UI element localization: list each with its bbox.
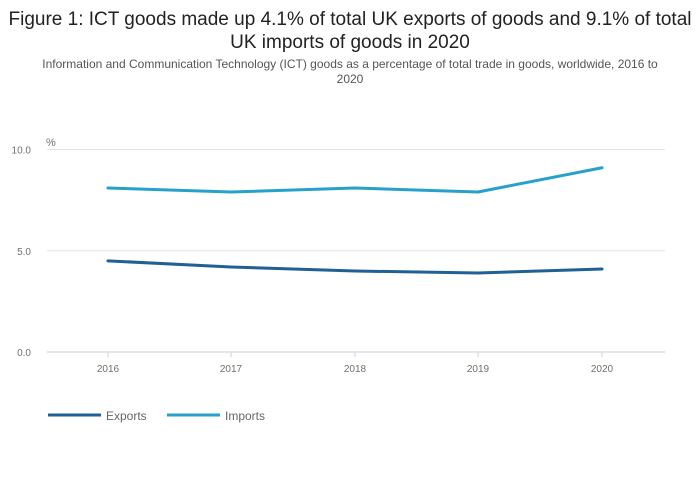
y-tick-label: 5.0: [17, 247, 31, 258]
data-point-exports: [106, 259, 110, 263]
data-point-exports: [600, 267, 604, 271]
data-point-exports: [476, 271, 480, 275]
y-tick-label: 0.0: [17, 348, 31, 359]
chart-subtitle: Information and Communication Technology…: [42, 57, 658, 86]
legend-label-exports: Exports: [106, 409, 147, 423]
data-point-exports: [353, 269, 357, 273]
data-point-imports: [353, 186, 357, 190]
x-tick-label: 2016: [97, 364, 120, 375]
chart-title: Figure 1: ICT goods made up 4.1% of tota…: [8, 9, 692, 53]
data-point-imports: [106, 186, 110, 190]
legend-label-imports: Imports: [225, 409, 265, 423]
x-tick-label: 2020: [591, 364, 614, 375]
y-tick-label: 10.0: [12, 146, 32, 157]
data-point-imports: [229, 190, 233, 194]
y-axis-label: %: [46, 137, 56, 149]
x-tick-label: 2018: [344, 364, 367, 375]
x-tick-label: 2017: [220, 364, 243, 375]
data-point-imports: [600, 166, 604, 170]
data-point-imports: [476, 190, 480, 194]
data-point-exports: [229, 265, 233, 269]
x-tick-label: 2019: [467, 364, 490, 375]
